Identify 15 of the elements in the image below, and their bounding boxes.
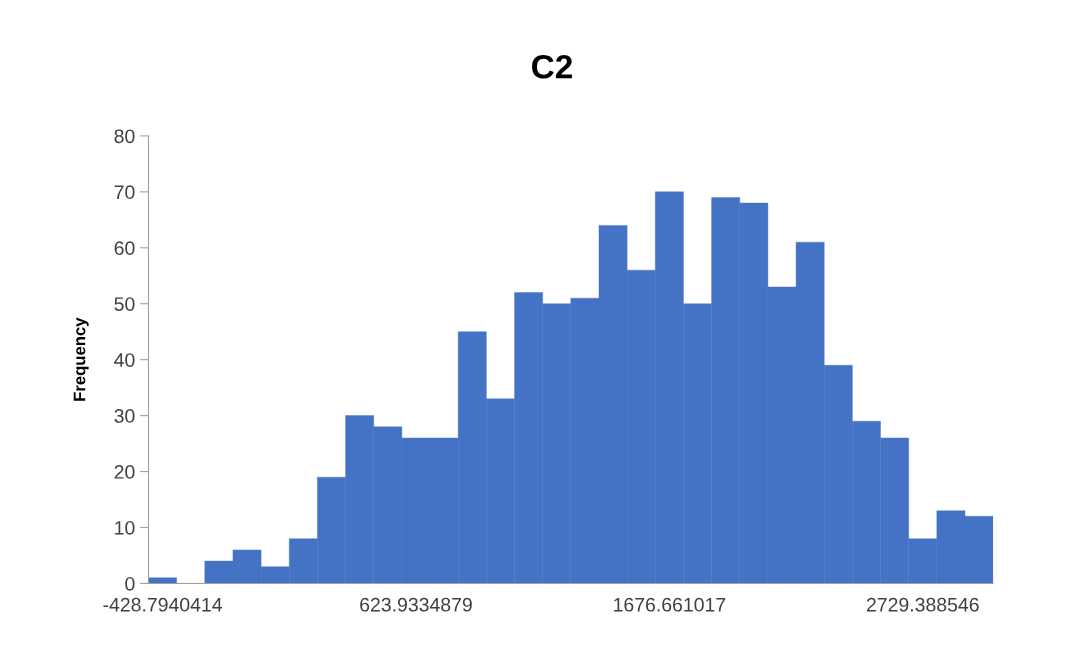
- y-tick-label: 10: [115, 520, 135, 535]
- x-tick-label: 2729.388546: [866, 597, 979, 612]
- x-tick-label: 1676.661017: [614, 597, 726, 612]
- x-tick-label: 623.9334879: [360, 597, 472, 612]
- y-tick-label: 30: [114, 409, 135, 423]
- y-tick-label: 0: [125, 576, 135, 591]
- y-tick-label: 20: [114, 465, 135, 479]
- y-tick-label: 40: [114, 353, 135, 367]
- y-tick-label: 60: [114, 241, 135, 256]
- chart-title: C2: [532, 54, 572, 79]
- y-tick-label: 70: [114, 185, 135, 200]
- y-axis-title: Frequency: [73, 317, 89, 401]
- y-tick-label: 50: [114, 297, 135, 311]
- y-tick-label: 80: [114, 129, 135, 144]
- x-tick-label: -428.7940414: [103, 597, 223, 612]
